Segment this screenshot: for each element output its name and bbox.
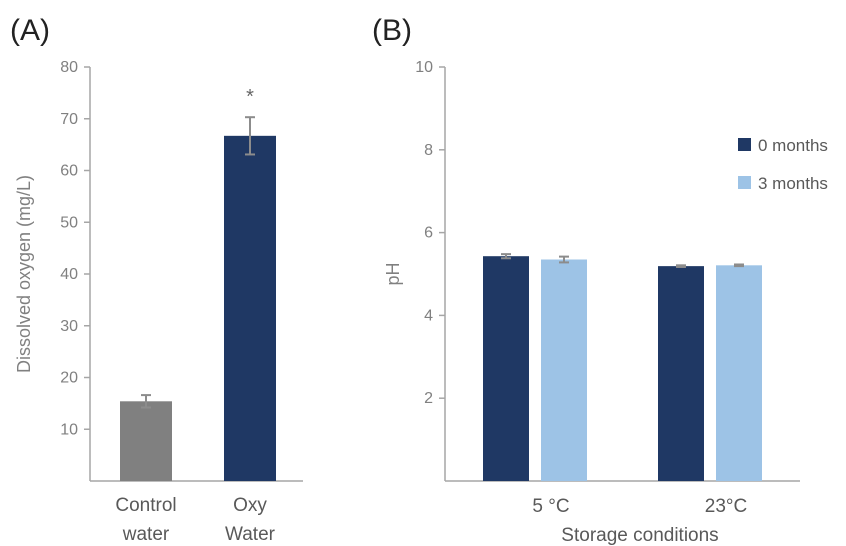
legend-swatch [738,138,751,151]
error-bar-a-2 [245,116,255,156]
x-category-label-a: water [122,524,170,545]
x-category-label-b: 5 °C [532,496,569,517]
bar-b-2-2 [716,265,762,481]
legend-swatch [738,176,751,189]
legend-label: 3 months [758,174,828,193]
y-tick-label-b: 10 [415,59,433,76]
legend-b: 0 months 3 months [738,136,828,193]
y-tick-label-b: 6 [424,225,433,242]
x-category-label-a: Control [115,495,176,516]
y-tick-label-a: 60 [60,163,78,180]
significance-marker: * [246,86,254,108]
bar-b-2-1 [658,266,704,481]
bar-b-1-2 [541,259,587,481]
error-bar-b-2-1 [676,264,686,268]
bar-a-2 [224,135,276,481]
y-axis-title-a: Dissolved oxygen (mg/L) [14,175,34,373]
y-tick-label-b: 8 [424,142,433,159]
panel-label-a: (A) [10,14,50,47]
error-bar-b-1-2 [559,255,569,264]
legend-label: 0 months [758,136,828,155]
error-bar-b-2-2 [734,263,744,268]
bar-b-1-1 [483,256,529,481]
y-tick-label-a: 70 [60,111,78,128]
error-bar-b-1-1 [501,253,511,260]
error-bar-a-1 [141,394,151,409]
y-tick-label-a: 50 [60,214,78,231]
panel-label-b: (B) [372,14,412,47]
x-axis-title-b: Storage conditions [561,525,718,546]
y-tick-label-b: 2 [424,390,433,407]
x-category-label-b: 23°C [705,496,747,517]
x-category-label-a: Oxy [233,495,267,516]
y-tick-label-a: 30 [60,318,78,335]
y-tick-label-a: 40 [60,266,78,283]
y-tick-label-b: 4 [424,307,433,324]
y-tick-label-a: 10 [60,421,78,438]
y-tick-label-a: 80 [60,59,78,76]
y-tick-label-a: 20 [60,370,78,387]
x-category-label-a: Water [225,524,276,545]
bar-a-1 [120,401,172,481]
y-axis-title-b: pH [383,262,403,285]
